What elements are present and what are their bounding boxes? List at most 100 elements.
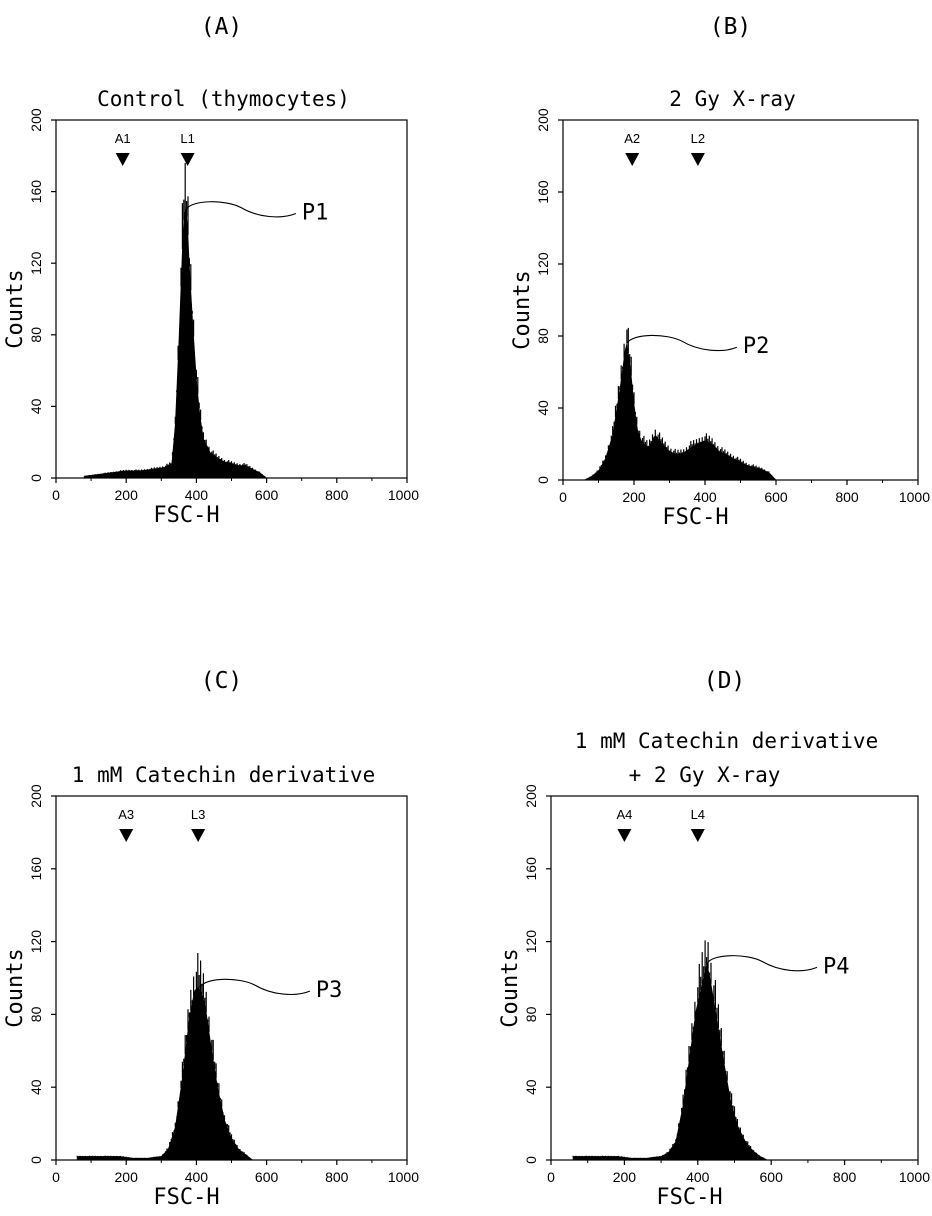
y-tick-label: 160 bbox=[523, 857, 539, 881]
x-tick-label: 400 bbox=[185, 487, 209, 503]
panel-label: (C) bbox=[201, 668, 243, 694]
x-tick-label: 600 bbox=[764, 489, 788, 505]
x-tick-label: 600 bbox=[760, 1169, 784, 1185]
gate-marker-triangle bbox=[180, 153, 195, 166]
y-tick-label: 0 bbox=[28, 474, 44, 482]
gate-marker-label: A2 bbox=[624, 131, 640, 146]
y-tick-label: 200 bbox=[523, 784, 539, 808]
x-tick-label: 600 bbox=[255, 487, 279, 503]
gate-marker-label: A1 bbox=[115, 131, 131, 146]
y-tick-label: 40 bbox=[523, 1079, 539, 1095]
y-tick-label: 120 bbox=[535, 252, 551, 276]
histogram-fringe bbox=[76, 953, 251, 1159]
peak-label: P2 bbox=[743, 334, 770, 359]
y-tick-label: 0 bbox=[535, 476, 551, 484]
y-tick-label: 80 bbox=[28, 327, 44, 343]
x-tick-label: 0 bbox=[547, 1169, 555, 1185]
x-tick-label: 1000 bbox=[899, 489, 930, 505]
y-tick-label: 80 bbox=[523, 1006, 539, 1022]
peak-leader-line bbox=[706, 955, 818, 972]
y-tick-label: 200 bbox=[535, 108, 551, 132]
y-tick-label: 40 bbox=[28, 398, 44, 414]
x-tick-label: 200 bbox=[115, 487, 139, 503]
histogram-area bbox=[83, 208, 268, 479]
gate-marker-triangle bbox=[690, 153, 705, 166]
x-tick-label: 0 bbox=[52, 1169, 60, 1185]
y-tick-label: 80 bbox=[535, 328, 551, 344]
gate-marker-label: L3 bbox=[191, 807, 205, 822]
y-tick-label: 160 bbox=[28, 180, 44, 204]
x-axis-label: FSC-H bbox=[153, 1185, 219, 1210]
y-axis-label: Counts bbox=[3, 948, 28, 1027]
y-tick-label: 200 bbox=[28, 108, 44, 132]
gate-marker-triangle bbox=[119, 829, 134, 842]
gate-marker-triangle bbox=[191, 829, 206, 842]
y-tick-label: 40 bbox=[28, 1079, 44, 1095]
histogram-area bbox=[572, 963, 768, 1161]
y-tick-label: 160 bbox=[535, 180, 551, 204]
panel-label: (B) bbox=[710, 14, 752, 40]
x-tick-label: 0 bbox=[52, 487, 60, 503]
gate-marker-triangle bbox=[115, 153, 130, 166]
x-axis-label: FSC-H bbox=[153, 503, 219, 528]
chart-title: 2 Gy X-ray bbox=[669, 87, 795, 111]
y-tick-label: 120 bbox=[523, 930, 539, 954]
y-axis-label: Counts bbox=[498, 948, 523, 1027]
x-tick-label: 400 bbox=[185, 1169, 209, 1185]
x-tick-label: 1000 bbox=[388, 1169, 419, 1185]
x-tick-label: 600 bbox=[255, 1169, 279, 1185]
x-tick-label: 800 bbox=[325, 487, 349, 503]
x-tick-label: 400 bbox=[693, 489, 717, 505]
gate-marker-label: A3 bbox=[118, 807, 134, 822]
peak-label: P4 bbox=[823, 954, 850, 979]
x-tick-label: 800 bbox=[325, 1169, 349, 1185]
panel-label: (D) bbox=[704, 668, 746, 694]
x-axis-label: FSC-H bbox=[662, 505, 728, 530]
y-axis-label: Counts bbox=[3, 269, 28, 348]
chart-title-line2: + 2 Gy X-ray bbox=[629, 763, 781, 787]
peak-leader-line bbox=[199, 978, 311, 996]
x-tick-label: 200 bbox=[115, 1169, 139, 1185]
plot-frame bbox=[550, 795, 919, 1161]
gate-marker-label: L2 bbox=[691, 131, 705, 146]
y-tick-label: 0 bbox=[523, 1156, 539, 1164]
plot-frame bbox=[55, 795, 408, 1161]
x-tick-label: 200 bbox=[613, 1169, 637, 1185]
x-tick-label: 400 bbox=[686, 1169, 710, 1185]
histogram-fringe bbox=[585, 327, 776, 480]
peak-leader-line bbox=[626, 334, 738, 352]
y-tick-label: 200 bbox=[28, 784, 44, 808]
histogram-area bbox=[584, 343, 777, 481]
chart-title: Control (thymocytes) bbox=[97, 87, 350, 111]
gate-marker-label: L1 bbox=[180, 131, 194, 146]
y-tick-label: 120 bbox=[28, 930, 44, 954]
peak-leader-line bbox=[185, 201, 297, 218]
x-tick-label: 0 bbox=[559, 489, 567, 505]
x-tick-label: 800 bbox=[833, 1169, 857, 1185]
x-tick-label: 800 bbox=[835, 489, 859, 505]
x-axis-label: FSC-H bbox=[656, 1185, 722, 1210]
panel-label: (A) bbox=[201, 14, 243, 40]
x-tick-label: 1000 bbox=[899, 1169, 930, 1185]
gate-marker-label: A4 bbox=[616, 807, 632, 822]
chart-title: 1 mM Catechin derivative bbox=[72, 763, 375, 787]
x-tick-label: 1000 bbox=[388, 487, 419, 503]
panel-4: (D) 1 mM Catechin derivative + 2 Gy X-ray 0… bbox=[498, 668, 930, 1210]
peak-label: P3 bbox=[316, 978, 343, 1003]
gate-marker-label: L4 bbox=[691, 807, 705, 822]
y-axis-label: Counts bbox=[510, 270, 535, 349]
gate-marker-triangle bbox=[625, 153, 640, 166]
panel-2: (B) 2 Gy X-ray 0 200 400 600 800 1000 0 40 80 120 16… bbox=[510, 14, 930, 530]
chart-title: 1 mM Catechin derivative bbox=[575, 729, 878, 753]
x-tick-label: 200 bbox=[622, 489, 646, 505]
plot-frame bbox=[55, 119, 408, 479]
histogram-area bbox=[76, 986, 254, 1161]
y-tick-label: 40 bbox=[535, 400, 551, 416]
y-tick-label: 160 bbox=[28, 857, 44, 881]
gate-marker-triangle bbox=[617, 829, 632, 842]
y-tick-label: 0 bbox=[28, 1156, 44, 1164]
panel-1: (A)Control (thymocytes)0 200 400 600 800 1000… bbox=[3, 14, 419, 528]
y-tick-label: 80 bbox=[28, 1006, 44, 1022]
